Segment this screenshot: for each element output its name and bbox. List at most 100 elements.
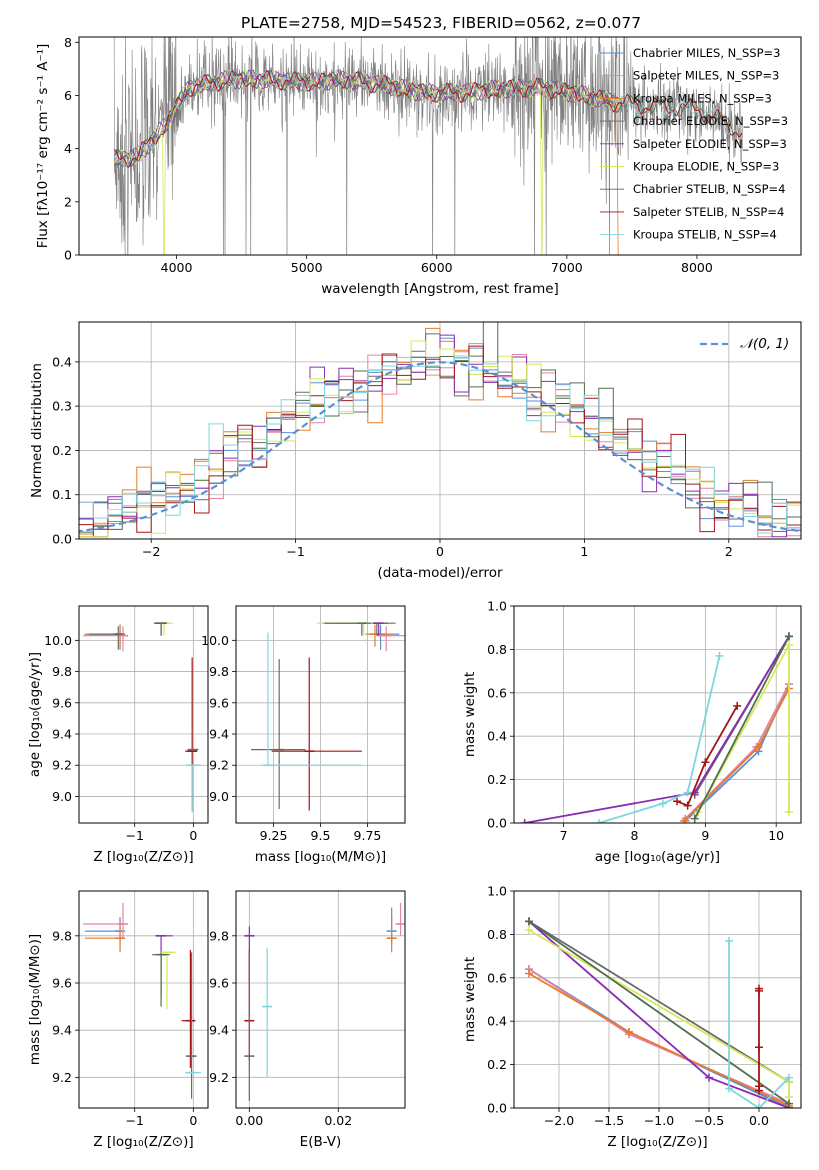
model-line-chabrier-miles [113,69,619,168]
x-tick-label: 8000 [681,260,713,275]
axes-frame [235,890,406,1109]
y-tick-label: 0.0 [487,816,507,831]
model-line-kroupa-elodie [114,69,619,255]
panel-Z_vs_age: −1 0 9.0 9.2 9.4 9.6 9.8 10.0 Z [log₁₀(Z/Z⊙)] age… [27,605,209,865]
y-tick-label: 0.0 [487,1101,507,1116]
y-tick-label: 0.2 [487,772,507,787]
panel-mass_vs_age: 9.25 9.5 9.75 9.0 9.2 9.4 9.6 9.8 10.0 mass [log₁… [201,605,406,865]
axes-frame [513,890,802,1109]
plus-marker [595,819,604,823]
y-tick-label: 10.0 [201,633,229,648]
y-axis-label: Flux [fλ10⁻¹⁷ erg cm⁻² s⁻¹ A⁻¹] [35,44,51,249]
y-axis-label: mass weight [462,672,478,757]
x-axis-label: mass [log₁₀(M/M⊙)] [255,849,386,865]
plus-marker [784,808,793,817]
panel-EBV_vs_mass: 0.00 0.02 9.2 9.4 9.6 9.8 E(B-V) [209,890,406,1150]
model-line-salpeter-elodie [114,69,619,166]
x-tick-label: 0.0 [749,1113,769,1128]
x-tick-label: 0.00 [235,1113,263,1128]
axes-frame [78,890,209,1109]
plus-marker [754,743,763,752]
x-axis-label: (data-model)/error [377,565,503,581]
y-tick-label: 0.8 [487,927,507,942]
y-tick-label: 0.2 [487,1057,507,1072]
y-tick-label: 9.2 [209,1070,229,1085]
x-tick-label: 6000 [421,260,453,275]
y-tick-label: 1.0 [487,884,507,899]
plus-marker [625,1028,633,1037]
y-tick-label: 0.4 [487,729,507,744]
plus-marker [755,1104,763,1108]
y-tick-label: 9.4 [209,727,229,742]
y-tick-label: 0.4 [487,1014,507,1029]
plus-marker [658,799,667,808]
observed-spectrum-line [113,37,743,255]
plus-marker [715,651,724,660]
plot-area [83,902,201,1099]
x-tick-label: 0 [189,1113,197,1128]
y-tick-label: 9.2 [52,758,72,773]
legend-entry: Salpeter MILES, N_SSP=3 [633,69,779,83]
y-tick-label: 9.2 [52,1070,72,1085]
figure-title: PLATE=2758, MJD=54523, FIBERID=0562, z=0… [241,14,641,32]
plus-marker [705,1073,713,1082]
plus-marker [755,1043,763,1052]
x-axis-label: Z [log₁₀(Z/Z⊙)] [93,849,193,865]
x-tick-label: −2 [142,544,160,559]
series-line [524,635,790,823]
series-line [598,655,721,823]
panel-Z_vs_mass: −1 0 9.2 9.4 9.6 9.8 Z [log₁₀(Z/Z⊙)] mass [log₁… [27,890,209,1150]
y-tick-label: 0.4 [52,354,72,369]
x-tick-label: 7000 [551,260,583,275]
x-tick-label: 2 [725,544,733,559]
model-line-kroupa-miles [113,69,619,255]
legend-entry: Kroupa ELODIE, N_SSP=3 [633,160,779,174]
plus-marker [725,1084,733,1093]
y-tick-label: 9.4 [52,727,72,742]
y-tick-label: 9.6 [52,975,72,990]
x-tick-label: 9.5 [311,828,331,843]
y-tick-label: 0.8 [487,642,507,657]
plus-marker [784,632,793,641]
plot-area [113,37,743,255]
y-axis-label: age [log₁₀(age/yr)] [27,652,43,777]
y-tick-label: 9.8 [52,928,72,943]
y-tick-label: 9.0 [209,789,229,804]
panel-residual_distribution: −2 −1 0 1 2 0.0 0.1 0.2 0.3 0.4 (data-model)/error… [29,321,802,581]
y-tick-label: 0 [64,248,72,263]
plot-area [520,632,793,823]
y-tick-label: 2 [64,194,72,209]
plus-marker [785,1073,793,1082]
x-axis-label: Z [log₁₀(Z/Z⊙)] [93,1134,193,1150]
x-tick-label: 0 [189,828,197,843]
x-tick-label: 7 [560,828,568,843]
axes-frame [78,321,802,540]
x-tick-label: −0.5 [694,1113,724,1128]
y-tick-label: 0.1 [52,487,72,502]
plus-marker [755,986,763,995]
series-line [528,920,790,1083]
plus-marker [784,641,793,650]
axes-frame [235,605,406,824]
x-tick-label: −2.0 [544,1113,574,1128]
panel-age_vs_mass_weight: 7 8 9 10 0.0 0.2 0.4 0.6 0.8 1.0 age [log₁₀(age/yr… [462,599,802,865]
y-tick-label: 9.6 [209,975,229,990]
y-tick-label: 9.6 [209,695,229,710]
y-tick-label: 9.6 [52,695,72,710]
model-line-chabrier-stelib [113,69,736,167]
panel-spectrum: 4000 5000 6000 7000 8000 0 2 4 6 8 wavelength [Ang… [35,35,802,297]
histogram-step-kroupa-stelib [79,355,801,534]
x-tick-label: 9.25 [260,828,288,843]
x-tick-label: 0 [436,544,444,559]
y-tick-label: 9.8 [52,664,72,679]
legend-entry: Kroupa STELIB, N_SSP=4 [633,228,777,242]
y-tick-label: 0.3 [52,399,72,414]
plus-marker [725,936,733,945]
legend-entry: Chabrier STELIB, N_SSP=4 [633,182,785,196]
x-tick-label: −1 [125,1113,143,1128]
plus-marker [520,819,529,823]
plot-area [251,622,405,811]
plus-marker [525,926,533,935]
y-axis-label: mass [log₁₀(M/M⊙)] [27,934,43,1065]
x-axis-label: age [log₁₀(age/yr)] [595,849,720,865]
